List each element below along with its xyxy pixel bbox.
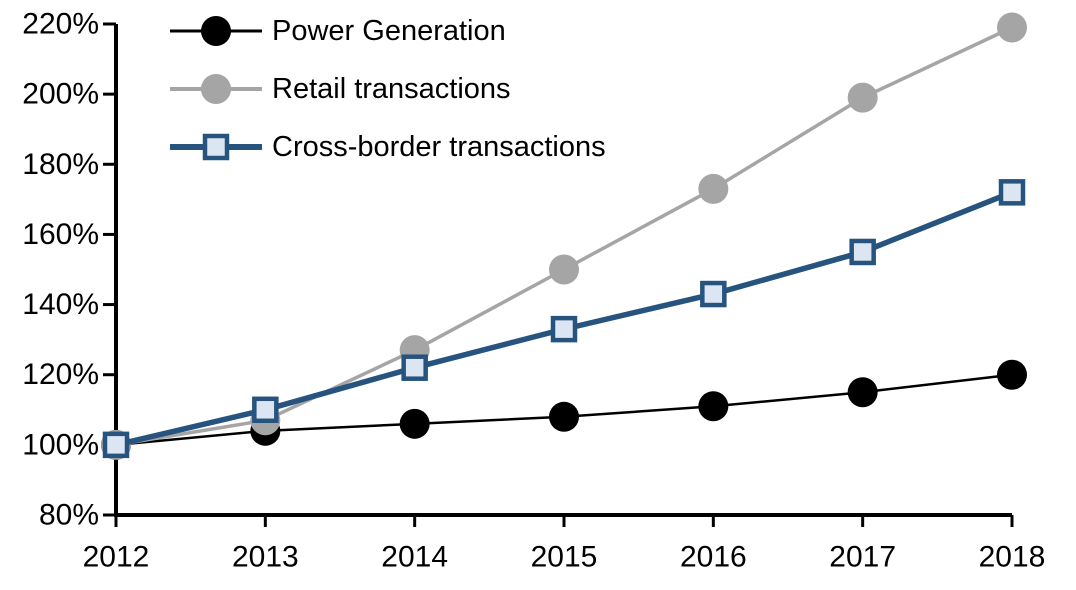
legend-label-power-generation: Power Generation	[272, 14, 506, 47]
x-tick-label: 2015	[531, 541, 598, 574]
y-tick-label: 80%	[39, 499, 99, 532]
y-tick-label: 140%	[22, 288, 99, 321]
data-point-square-marker	[849, 238, 876, 266]
data-point-circle-marker	[201, 16, 231, 46]
y-tick-label: 220%	[22, 8, 99, 41]
y-tick-label: 160%	[22, 218, 99, 251]
data-point-square-marker	[998, 179, 1026, 206]
y-tick-label: 200%	[22, 78, 99, 111]
legend-swatch-gray-circle-icon	[170, 74, 262, 104]
data-point-circle-marker	[997, 359, 1027, 390]
series-cross-border-transactions	[102, 179, 1026, 459]
x-tick-label: 2014	[381, 541, 448, 574]
data-point-square-marker	[202, 133, 230, 161]
legend-swatch-black-circle-icon	[170, 16, 262, 46]
data-point-circle-marker	[698, 391, 729, 422]
legend-item-cross-border-transactions: Cross-border transactions	[170, 118, 606, 176]
legend-label-cross-border-transactions: Cross-border transactions	[272, 130, 606, 163]
legend-item-retail-transactions: Retail transactions	[170, 60, 606, 118]
data-point-square-marker	[550, 315, 578, 343]
data-point-square-marker	[102, 431, 130, 459]
data-point-circle-marker	[399, 408, 430, 439]
x-tick-label: 2016	[680, 541, 747, 574]
legend-label-retail-transactions: Retail transactions	[272, 72, 511, 105]
chart-legend: Power Generation Retail transactions Cro…	[170, 2, 606, 176]
data-point-circle-marker	[549, 401, 579, 432]
x-tick-label: 2013	[232, 541, 299, 574]
y-tick-label: 180%	[22, 148, 99, 181]
data-point-circle-marker	[847, 82, 878, 113]
legend-swatch-blue-square-icon	[170, 133, 262, 161]
data-point-square-marker	[700, 280, 727, 308]
y-tick-label: 100%	[22, 428, 99, 461]
x-tick-label: 2012	[83, 541, 150, 574]
y-tick-label: 120%	[22, 358, 99, 391]
data-point-square-marker	[401, 354, 428, 381]
legend-item-power-generation: Power Generation	[170, 2, 606, 60]
data-point-circle-marker	[698, 173, 729, 204]
series-power-generation	[101, 359, 1027, 460]
data-point-circle-marker	[549, 254, 579, 285]
data-point-circle-marker	[201, 74, 231, 104]
data-point-circle-marker	[847, 377, 878, 408]
x-tick-label: 2018	[979, 541, 1046, 574]
data-point-circle-marker	[997, 12, 1027, 43]
data-point-square-marker	[252, 396, 279, 424]
x-tick-label: 2017	[829, 541, 896, 574]
